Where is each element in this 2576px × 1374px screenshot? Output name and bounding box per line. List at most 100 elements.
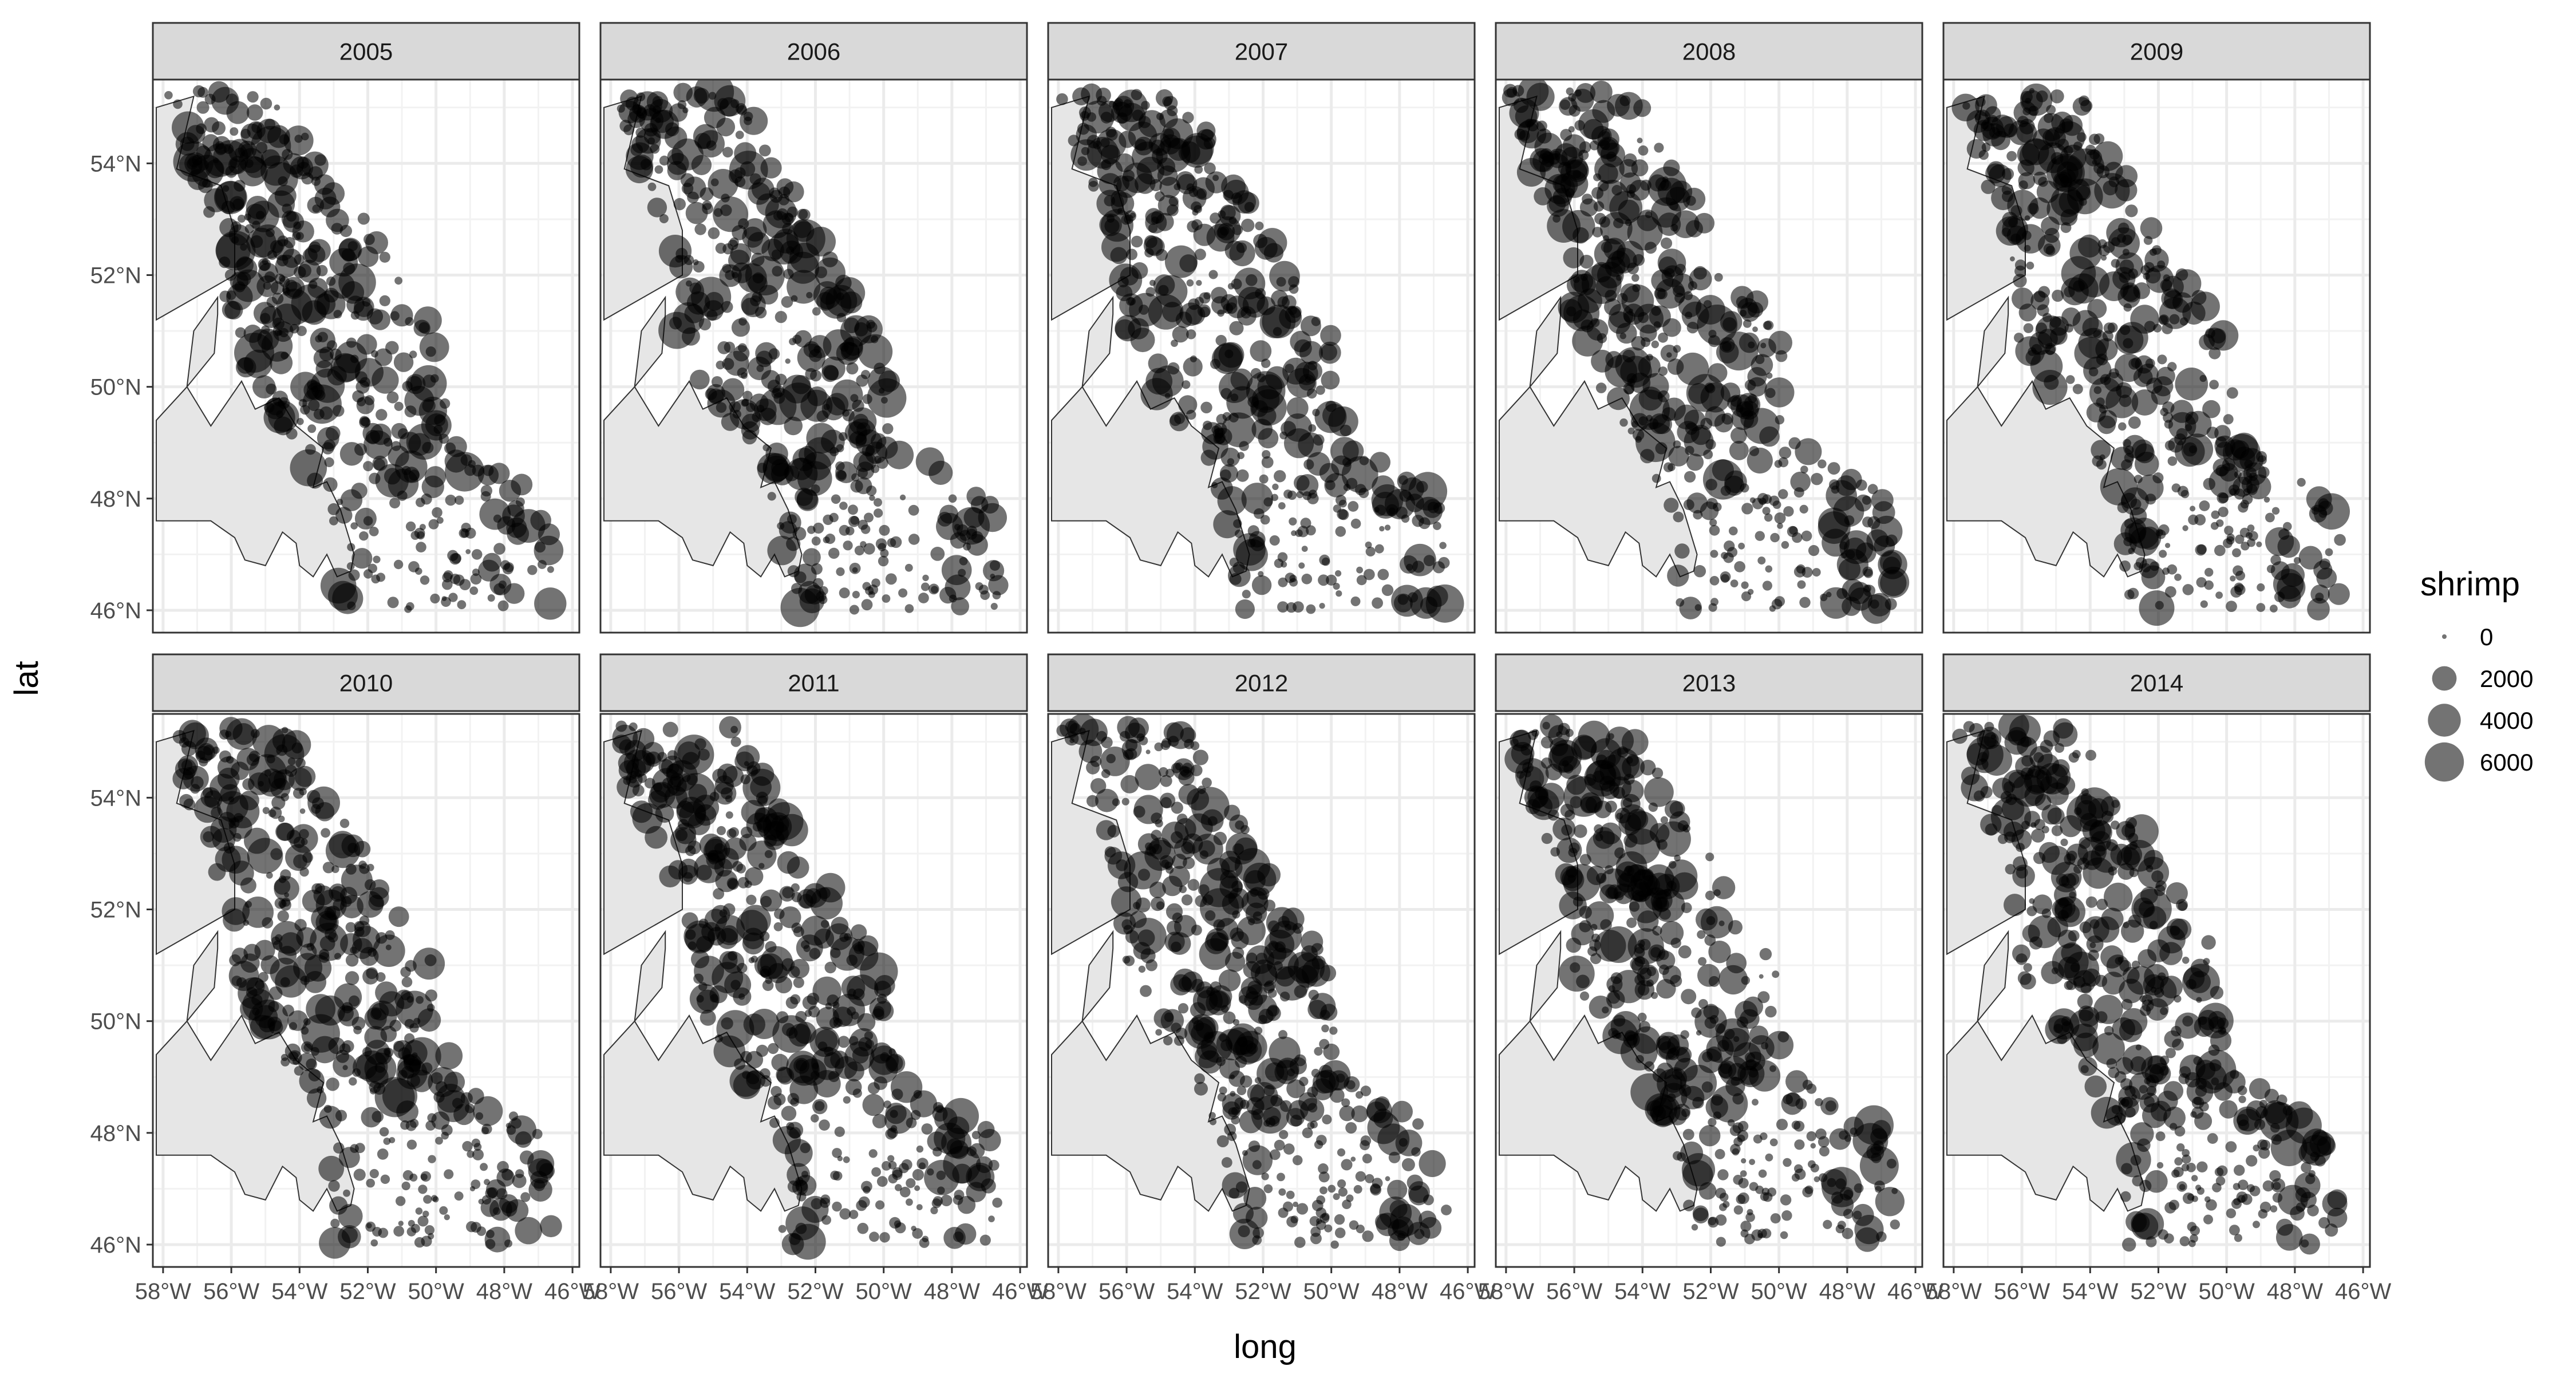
points-2006 [617,80,1009,627]
data-point [373,555,381,563]
data-point [1176,173,1198,195]
data-point [2188,445,2197,453]
data-point [2110,820,2120,830]
data-point [635,127,646,138]
data-point [1987,161,2005,179]
data-point [1337,1179,1346,1189]
data-point [1724,475,1745,496]
data-point [874,1001,894,1021]
data-point [1356,566,1364,574]
data-point [1871,1120,1891,1139]
data-point [2229,1225,2240,1236]
data-point [1093,140,1102,149]
data-point [696,995,704,1003]
data-point [287,757,296,765]
data-point [2004,894,2026,917]
data-point [1981,179,1996,194]
data-point [874,508,883,518]
data-point [659,865,681,888]
data-point [1598,163,1618,184]
data-point [1558,722,1570,736]
data-point [1637,1012,1647,1022]
data-point [2144,1064,2164,1084]
data-point [1307,1103,1318,1113]
panel-border [152,713,580,1268]
data-point [2012,864,2035,887]
data-point [1131,235,1143,248]
data-point [1801,567,1813,578]
data-point [854,546,864,556]
data-point [329,516,338,526]
data-point [2265,512,2275,523]
data-point [1740,1221,1752,1232]
data-point [1799,504,1808,514]
data-point [849,605,859,615]
data-point [988,575,1009,595]
data-point [813,928,835,949]
data-point [1158,285,1169,296]
data-point [396,1100,418,1123]
data-point [1144,839,1176,871]
data-point [1769,495,1780,506]
data-point [2134,452,2159,476]
data-point [2294,557,2301,564]
data-point [222,185,230,192]
data-point [937,1186,945,1195]
data-point [2232,548,2241,558]
data-point [782,887,794,899]
data-point [434,414,446,427]
data-point [1706,916,1716,925]
data-point [740,826,753,839]
data-point [2068,752,2079,763]
data-point [655,804,674,823]
data-point [1550,740,1582,772]
data-point [471,1138,481,1147]
data-point [232,269,265,302]
data-point [2174,995,2182,1003]
data-point [1761,1228,1772,1239]
data-point [1139,736,1148,745]
data-point [1212,175,1219,181]
data-point [1664,800,1684,819]
data-point [744,881,752,889]
data-point [732,225,747,240]
data-point [1871,489,1894,512]
data-point [2060,815,2082,838]
data-point [791,891,802,903]
data-point [1719,1203,1727,1211]
data-point [930,547,945,561]
data-point [1991,185,2016,211]
data-point [1603,235,1609,242]
data-point [1762,507,1771,515]
data-point [1239,441,1249,451]
data-point [819,887,831,899]
data-point [721,413,740,431]
data-point [1432,561,1445,574]
data-point [875,1200,885,1210]
data-point [1631,421,1639,428]
data-point [1115,319,1135,339]
data-point [1542,721,1550,730]
data-point [300,976,310,985]
data-point [1210,212,1221,224]
data-point [1708,1118,1717,1127]
data-point [2092,1032,2125,1065]
data-point [848,504,858,515]
data-point [380,1174,390,1184]
data-point [717,826,726,835]
data-point [471,1179,481,1190]
data-point [231,976,242,986]
data-point [1644,1061,1655,1072]
data-point [2042,313,2052,322]
data-point [1171,339,1178,347]
data-point [1333,582,1340,590]
data-point [240,123,263,145]
data-point [1562,210,1595,243]
data-point [1655,821,1691,857]
data-point [775,311,787,323]
data-point [1638,145,1649,156]
data-point [747,840,777,870]
data-point [1664,859,1698,893]
data-point [988,1215,995,1222]
data-point [936,512,963,540]
